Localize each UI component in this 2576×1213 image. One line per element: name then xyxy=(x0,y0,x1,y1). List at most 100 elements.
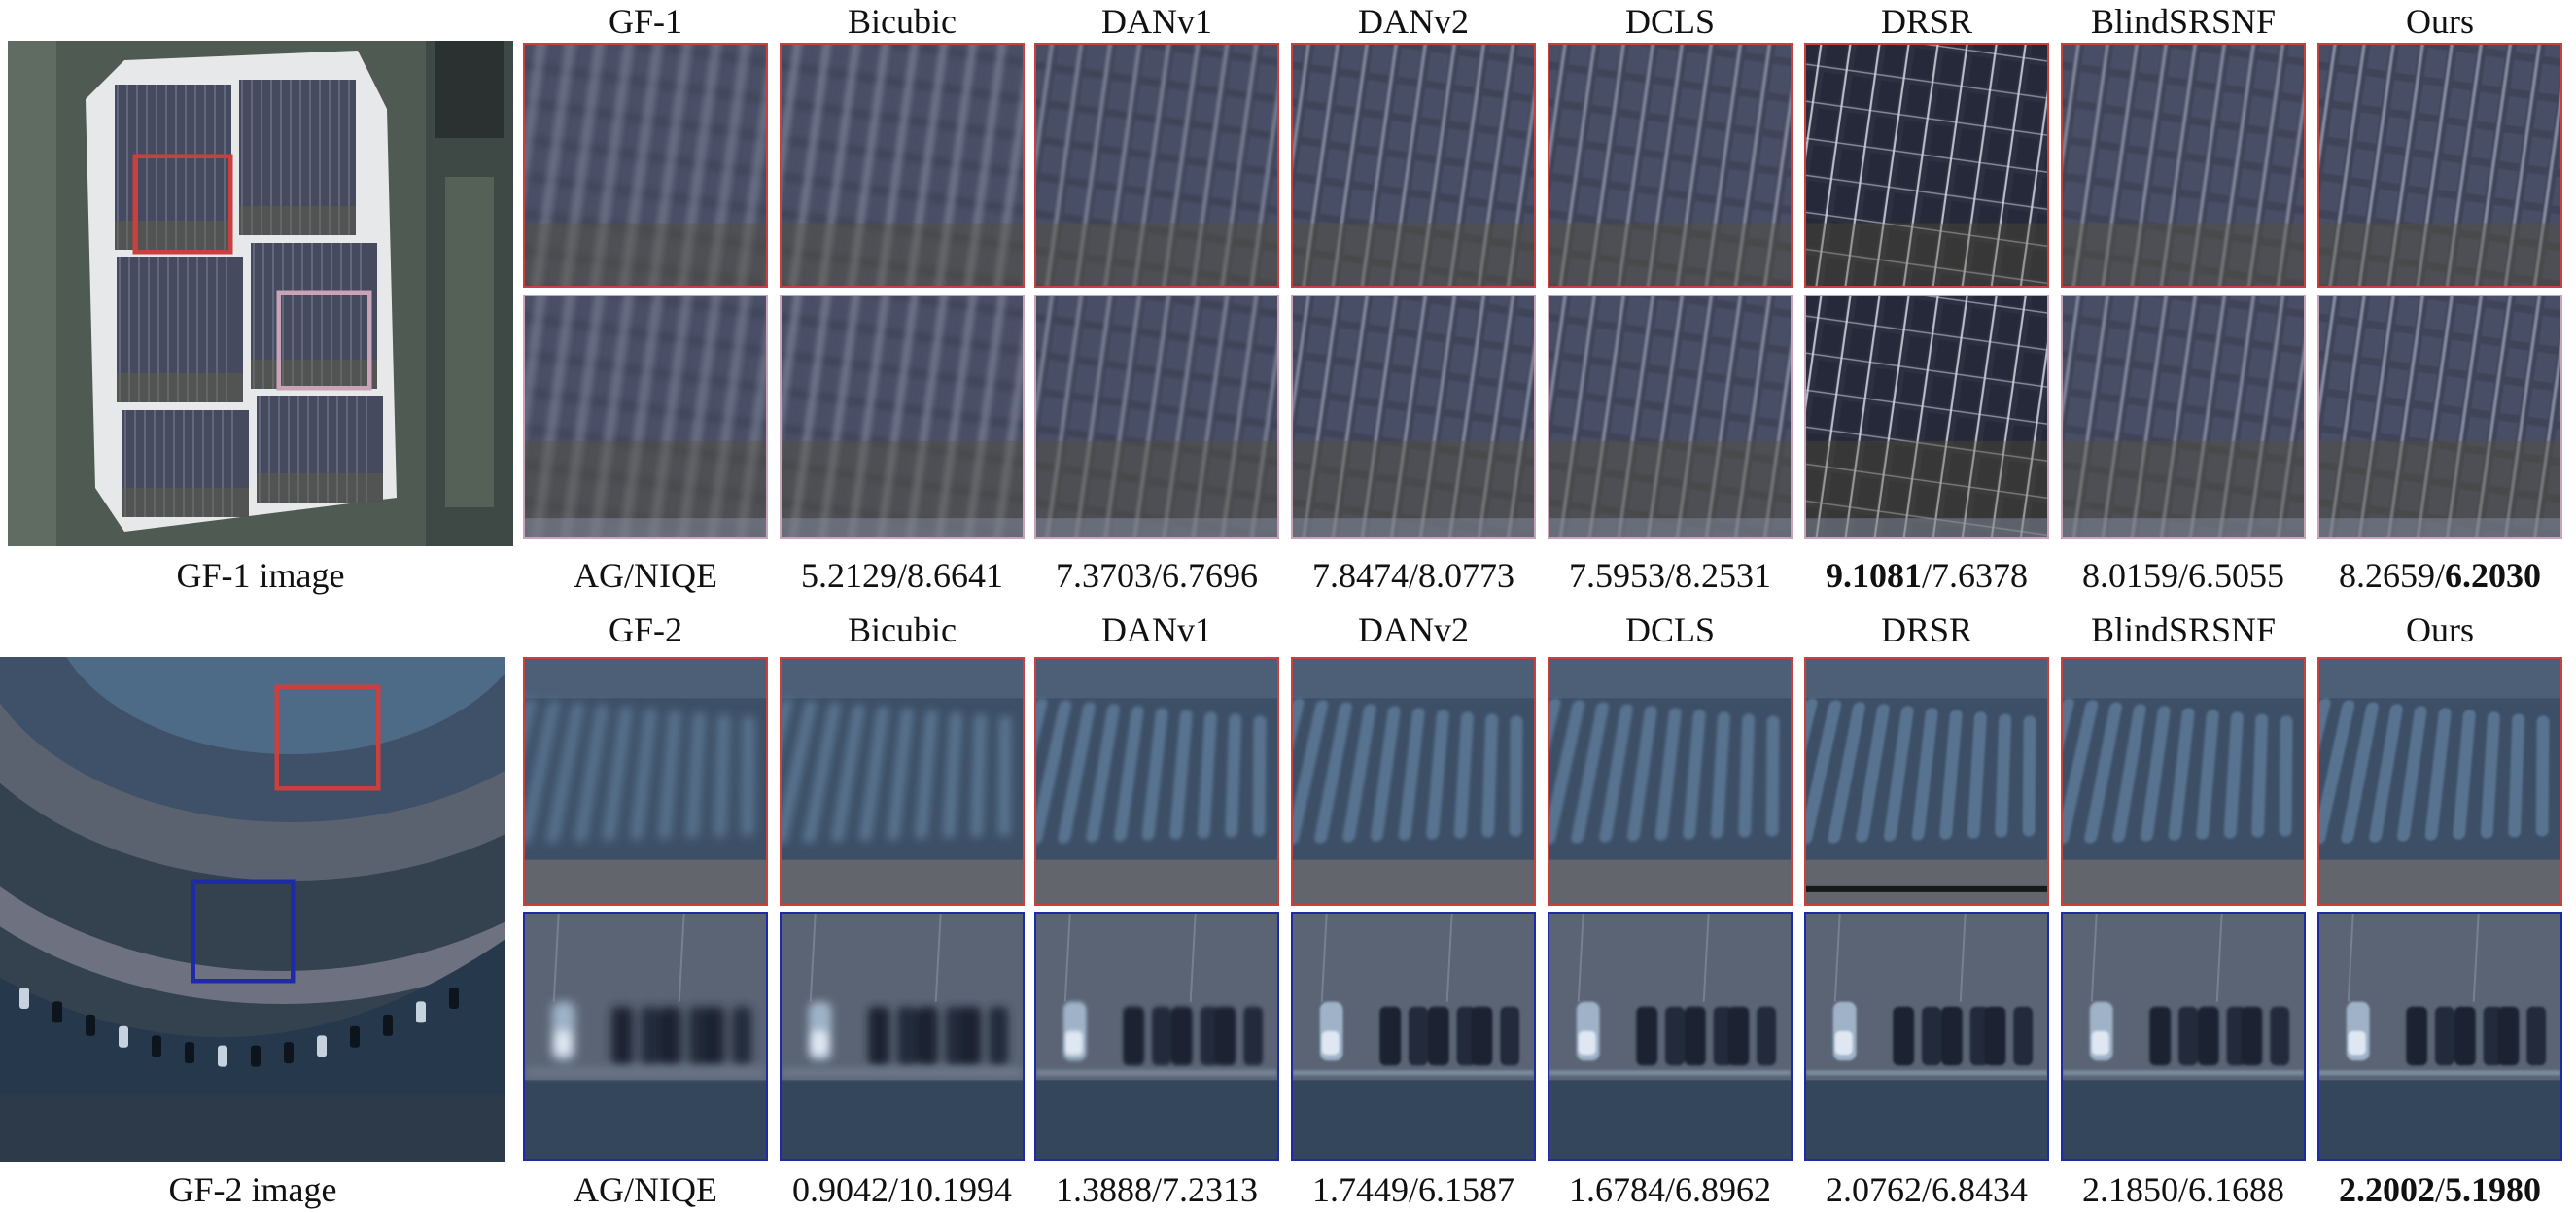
gf2-crop-2-ours xyxy=(2317,912,2562,1161)
gf2-overview-caption: GF-2 image xyxy=(168,1170,337,1209)
gf1-ag-value-blindsrsnf: 8.0159 xyxy=(2081,556,2178,595)
gf1-metric-blindsrsnf: 8.0159/6.5055 xyxy=(2081,556,2284,595)
gf1-crop-2-ours xyxy=(2317,295,2562,539)
gf1-zoom-region-box-2 xyxy=(278,292,370,389)
gf1-overview-caption: GF-1 image xyxy=(176,556,345,595)
gf2-niqe-value-dcls: 6.8962 xyxy=(1675,1170,1771,1209)
gf2-metric-drsr: 2.0762/6.8434 xyxy=(1825,1170,2028,1209)
gf2-metric-blindsrsnf: 2.1850/6.1688 xyxy=(2081,1170,2284,1209)
gf1-metric-drsr: 9.1081/7.6378 xyxy=(1825,556,2028,595)
gf2-crop-2-danv1 xyxy=(1034,912,1279,1161)
gf2-method-header-ours: Ours xyxy=(2406,610,2474,649)
gf1-method-header-ours: Ours xyxy=(2406,2,2474,41)
gf2-metric-dcls: 1.6784/6.8962 xyxy=(1568,1170,1771,1209)
gf2-niqe-value-bicubic: 10.1994 xyxy=(898,1170,1012,1209)
gf2-crop-2-blindsrsnf xyxy=(2061,912,2306,1161)
gf1-crop-2-drsr xyxy=(1804,295,2049,539)
gf2-ag-value-bicubic: 0.9042 xyxy=(791,1170,888,1209)
gf2-ag-value-ours: 2.2002 xyxy=(2338,1170,2435,1209)
gf1-ag-value-drsr: 9.1081 xyxy=(1825,556,1922,595)
gf1-crop-1-ours xyxy=(2317,43,2562,288)
gf1-niqe-value-blindsrsnf: 6.5055 xyxy=(2188,556,2284,595)
gf1-metric-dcls: 7.5953/8.2531 xyxy=(1568,556,1771,595)
gf1-method-header-gf-1: GF-1 xyxy=(608,2,682,41)
gf2-method-header-bicubic: Bicubic xyxy=(848,610,957,649)
gf2-crop-2-dcls xyxy=(1548,912,1793,1161)
gf1-method-header-blindsrsnf: BlindSRSNF xyxy=(2090,2,2277,41)
gf1-niqe-value-dcls: 8.2531 xyxy=(1675,556,1771,595)
gf1-metric-danv1: 7.3703/6.7696 xyxy=(1055,556,1258,595)
gf2-niqe-value-danv2: 6.1587 xyxy=(1418,1170,1514,1209)
gf2-niqe-value-ours: 5.1980 xyxy=(2445,1170,2541,1209)
gf1-ag-value-bicubic: 5.2129 xyxy=(800,556,897,595)
gf2-crop-1-bicubic xyxy=(780,657,1025,906)
gf2-crop-1-ours xyxy=(2317,657,2562,906)
gf1-crop-1-gf-1 xyxy=(523,43,768,288)
gf2-overview-image xyxy=(0,657,505,1162)
gf1-ag-value-ours: 8.2659 xyxy=(2338,556,2435,595)
gf1-method-header-danv2: DANv2 xyxy=(1358,2,1469,41)
gf1-niqe-value-bicubic: 8.6641 xyxy=(907,556,1003,595)
gf1-crop-2-danv1 xyxy=(1034,295,1279,539)
gf1-ag-value-danv2: 7.8474 xyxy=(1311,556,1409,595)
gf2-crop-1-danv1 xyxy=(1034,657,1279,906)
gf1-metrics-label: AG/NIQE xyxy=(574,556,717,595)
gf2-method-header-blindsrsnf: BlindSRSNF xyxy=(2090,610,2277,649)
gf1-method-header-danv1: DANv1 xyxy=(1101,2,1212,41)
gf1-overview-image xyxy=(8,41,513,546)
gf2-zoom-region-box-1 xyxy=(276,686,379,789)
gf2-method-header-danv2: DANv2 xyxy=(1358,610,1469,649)
gf2-metrics-label: AG/NIQE xyxy=(574,1170,717,1209)
gf1-method-header-drsr: DRSR xyxy=(1880,2,1973,41)
gf1-crop-1-bicubic xyxy=(780,43,1025,288)
gf2-metric-danv2: 1.7449/6.1587 xyxy=(1311,1170,1514,1209)
gf2-crop-2-bicubic xyxy=(780,912,1025,1161)
gf2-crop-1-gf-2 xyxy=(523,657,768,906)
gf1-crop-2-dcls xyxy=(1548,295,1793,539)
gf2-ag-value-danv2: 1.7449 xyxy=(1311,1170,1409,1209)
gf1-crop-1-blindsrsnf xyxy=(2061,43,2306,288)
gf2-crop-1-dcls xyxy=(1548,657,1793,906)
gf2-crop-1-drsr xyxy=(1804,657,2049,906)
gf1-niqe-value-danv1: 6.7696 xyxy=(1162,556,1258,595)
gf2-method-header-dcls: DCLS xyxy=(1624,610,1716,649)
gf2-crop-2-danv2 xyxy=(1291,912,1536,1161)
gf1-ag-value-dcls: 7.5953 xyxy=(1568,556,1665,595)
gf2-metric-ours: 2.2002/5.1980 xyxy=(2338,1170,2541,1209)
gf1-zoom-region-box-1 xyxy=(134,156,231,253)
gf2-crop-2-gf-2 xyxy=(523,912,768,1161)
gf1-crop-2-danv2 xyxy=(1291,295,1536,539)
gf2-metric-danv1: 1.3888/7.2313 xyxy=(1055,1170,1258,1209)
gf2-ag-value-danv1: 1.3888 xyxy=(1055,1170,1152,1209)
gf2-niqe-value-blindsrsnf: 6.1688 xyxy=(2188,1170,2284,1209)
gf2-metric-bicubic: 0.9042/10.1994 xyxy=(791,1170,1012,1209)
gf1-crop-2-blindsrsnf xyxy=(2061,295,2306,539)
gf1-crop-2-gf-1 xyxy=(523,295,768,539)
gf2-method-header-danv1: DANv1 xyxy=(1101,610,1212,649)
gf1-crop-1-drsr xyxy=(1804,43,2049,288)
gf1-crop-1-danv1 xyxy=(1034,43,1279,288)
gf1-metric-ours: 8.2659/6.2030 xyxy=(2338,556,2541,595)
gf1-niqe-value-danv2: 8.0773 xyxy=(1418,556,1514,595)
gf2-crop-1-danv2 xyxy=(1291,657,1536,906)
gf1-niqe-value-ours: 6.2030 xyxy=(2445,556,2541,595)
gf2-method-header-gf-2: GF-2 xyxy=(608,610,682,649)
gf2-ag-value-dcls: 1.6784 xyxy=(1568,1170,1665,1209)
gf2-ag-value-drsr: 2.0762 xyxy=(1825,1170,1922,1209)
gf1-crop-1-dcls xyxy=(1548,43,1793,288)
gf2-ag-value-blindsrsnf: 2.1850 xyxy=(2081,1170,2178,1209)
gf2-niqe-value-danv1: 7.2313 xyxy=(1162,1170,1258,1209)
gf2-zoom-region-box-2 xyxy=(192,881,294,982)
gf2-crop-2-drsr xyxy=(1804,912,2049,1161)
gf2-method-header-drsr: DRSR xyxy=(1880,610,1973,649)
gf1-metric-danv2: 7.8474/8.0773 xyxy=(1311,556,1514,595)
gf2-crop-1-blindsrsnf xyxy=(2061,657,2306,906)
gf1-niqe-value-drsr: 7.6378 xyxy=(1932,556,2028,595)
gf1-ag-value-danv1: 7.3703 xyxy=(1055,556,1152,595)
gf1-method-header-dcls: DCLS xyxy=(1624,2,1716,41)
gf1-method-header-bicubic: Bicubic xyxy=(848,2,957,41)
gf1-crop-1-danv2 xyxy=(1291,43,1536,288)
gf1-crop-2-bicubic xyxy=(780,295,1025,539)
gf1-metric-bicubic: 5.2129/8.6641 xyxy=(800,556,1003,595)
gf2-niqe-value-drsr: 6.8434 xyxy=(1932,1170,2028,1209)
